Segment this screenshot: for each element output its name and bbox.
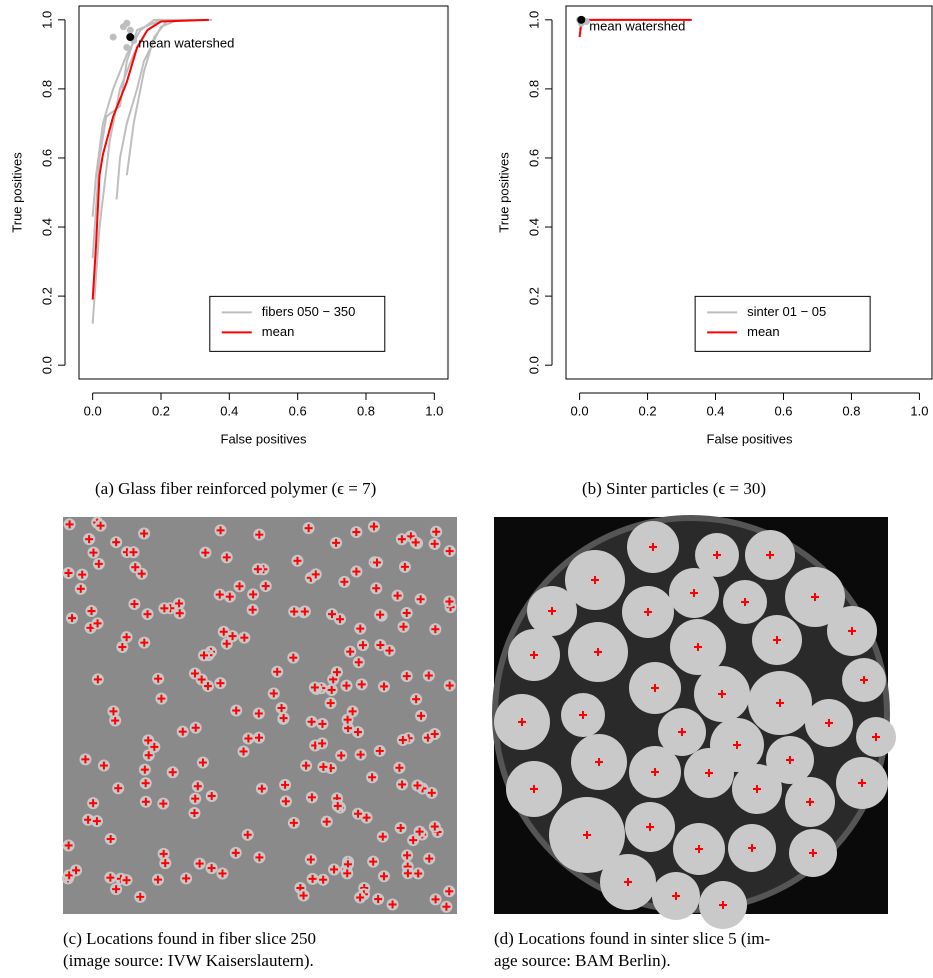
y-tick-label: 0.2 bbox=[39, 287, 54, 305]
plot-frame bbox=[78, 5, 449, 380]
x-tick-label: 0.4 bbox=[706, 403, 724, 418]
legend-box bbox=[694, 295, 871, 352]
legend-label: sinter 01 − 05 bbox=[747, 304, 826, 319]
mean-watershed-point bbox=[577, 15, 586, 24]
watershed-point bbox=[109, 33, 117, 41]
x-tick-label: 0.2 bbox=[152, 403, 170, 418]
plot-frame bbox=[565, 5, 933, 380]
y-tick-label: 0.4 bbox=[526, 218, 541, 236]
caption-line: (d) Locations found in sinter slice 5 (i… bbox=[494, 929, 771, 948]
y-tick-label: 0.4 bbox=[39, 218, 54, 236]
caption-line: (c) Locations found in fiber slice 250 bbox=[63, 929, 317, 948]
y-tick-label: 1.0 bbox=[39, 11, 54, 29]
caption: (d) Locations found in sinter slice 5 (i… bbox=[494, 928, 770, 972]
legend-box bbox=[209, 295, 386, 352]
legend-label: mean bbox=[262, 324, 295, 339]
caption: (c) Locations found in fiber slice 250 (i… bbox=[63, 928, 316, 972]
y-tick-label: 1.0 bbox=[526, 11, 541, 29]
y-tick-label: 0.2 bbox=[526, 287, 541, 305]
sinter-detections bbox=[494, 521, 896, 929]
x-tick-label: 1.0 bbox=[425, 403, 443, 418]
x-tick-label: 0.4 bbox=[220, 403, 238, 418]
y-tick-label: 0.0 bbox=[39, 356, 54, 374]
watershed-point bbox=[123, 19, 131, 27]
chart: 0.0 0.2 0.4 0.6 0.8 1.0 0.0 0.2 0.4 0.6 0.8 1.0 Fals… bbox=[9, 5, 449, 446]
caption-line: (image source: IVW Kaiserslautern). bbox=[63, 951, 314, 970]
series-line bbox=[91, 18, 213, 324]
watershed-point bbox=[123, 43, 131, 51]
y-axis-label: True positives bbox=[496, 152, 511, 233]
x-tick-label: 0.6 bbox=[289, 403, 307, 418]
fiber-detections bbox=[62, 516, 457, 913]
caption: (b) Sinter particles (ϵ = 30) bbox=[582, 479, 767, 498]
caption-line: age source: BAM Berlin). bbox=[494, 951, 671, 970]
y-tick-label: 0.8 bbox=[39, 80, 54, 98]
series-line bbox=[91, 18, 209, 300]
legend-label: mean bbox=[747, 324, 780, 339]
annotation: mean watershed bbox=[589, 18, 685, 33]
y-tick-label: 0.6 bbox=[526, 149, 541, 167]
y-axis-label: True positives bbox=[9, 152, 24, 233]
x-tick-label: 0.2 bbox=[639, 403, 657, 418]
y-tick-label: 0.8 bbox=[526, 80, 541, 98]
y-tick-label: 0.6 bbox=[39, 149, 54, 167]
caption: (a) Glass fiber reinforced polymer (ϵ = … bbox=[95, 479, 377, 498]
y-tick-label: 0.0 bbox=[526, 356, 541, 374]
x-tick-label: 1.0 bbox=[910, 403, 928, 418]
annotation: mean watershed bbox=[138, 36, 234, 51]
legend-label: fibers 050 − 350 bbox=[262, 304, 356, 319]
chart: 0.0 0.2 0.4 0.6 0.8 1.0 0.0 0.2 0.4 0.6 0.8 1.0 Fals… bbox=[496, 5, 933, 446]
x-tick-label: 0.0 bbox=[84, 403, 102, 418]
watershed-point bbox=[126, 26, 134, 34]
x-tick-label: 0.6 bbox=[774, 403, 792, 418]
x-tick-label: 0.8 bbox=[357, 403, 375, 418]
x-tick-label: 0.8 bbox=[842, 403, 860, 418]
x-axis-label: False positives bbox=[707, 431, 793, 446]
x-axis-label: False positives bbox=[221, 431, 307, 446]
x-tick-label: 0.0 bbox=[571, 403, 589, 418]
mean-watershed-point bbox=[126, 33, 135, 42]
